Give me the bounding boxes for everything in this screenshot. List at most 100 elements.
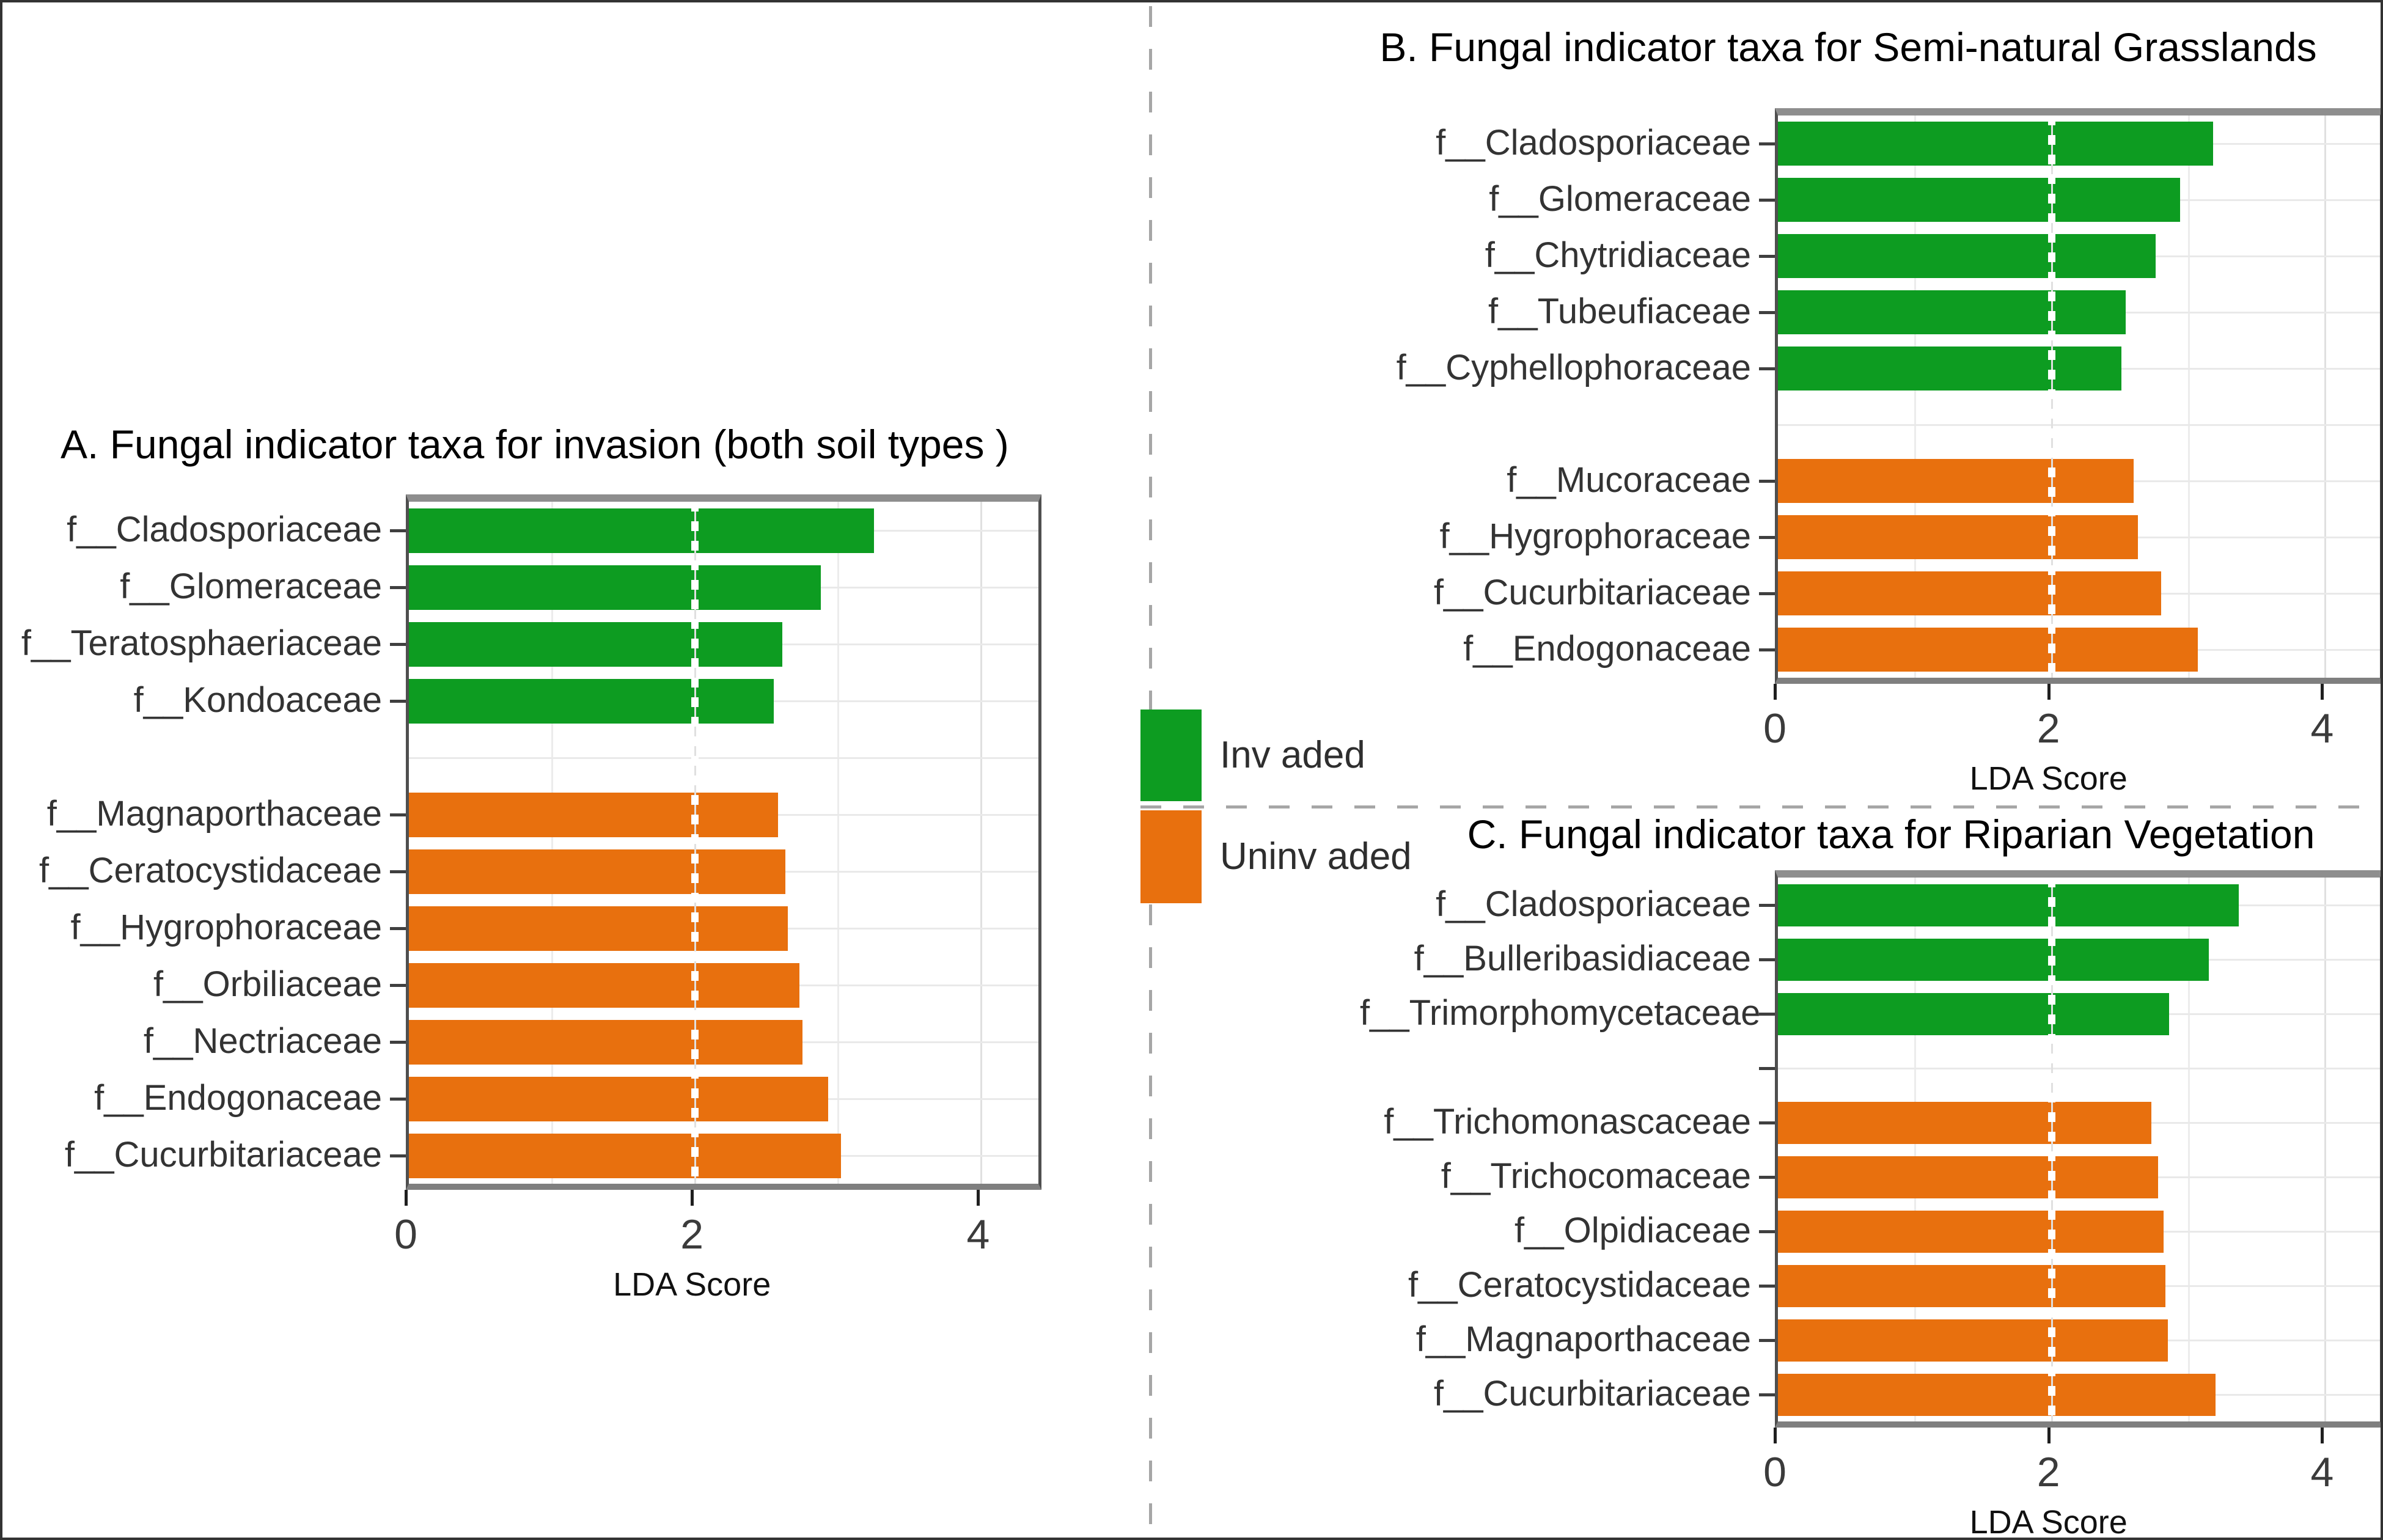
vertical-gridline-3	[837, 502, 840, 1184]
category-tick	[1759, 311, 1775, 314]
bar	[409, 565, 821, 610]
category-label: f__Cladosporiaceae	[1436, 123, 1751, 163]
category-label: f__Tubeufiaceae	[1488, 292, 1751, 331]
category-tick	[1759, 1013, 1775, 1016]
category-tick	[390, 870, 406, 873]
category-tick	[390, 700, 406, 703]
category-label: f__Kondoaceae	[133, 680, 382, 720]
category-tick	[1759, 958, 1775, 961]
bar	[1778, 628, 2198, 672]
bar	[1778, 1373, 2216, 1416]
panel-b-plot: f__Cladosporiaceae f__Glomeraceae f__Chytr…	[1397, 108, 2381, 797]
category-label: f__Ceratocystidaceae	[39, 851, 382, 890]
category-label: f__Trimorphomycetaceae	[1360, 993, 1761, 1033]
category-label: f__Cucurbitariaceae	[64, 1135, 382, 1175]
x-axis-tick	[405, 1190, 408, 1206]
category-label: f__Cucurbitariaceae	[1433, 1374, 1751, 1414]
category-tick	[1759, 536, 1775, 539]
panel-a-title: A. Fungal indicator taxa for invasion (b…	[61, 422, 1009, 467]
bar	[409, 1019, 802, 1065]
category-label: f__Magnaporthaceae	[1415, 1319, 1751, 1359]
bar	[409, 1076, 828, 1121]
category-tick	[1759, 199, 1775, 202]
x-axis-tick	[2047, 1428, 2051, 1443]
bar	[1778, 346, 2121, 391]
bar	[409, 906, 788, 951]
plot-inner-area: f__Cladosporiaceae f__Bulleribasidiaceae f…	[1360, 878, 2380, 1421]
category-tick	[1759, 1285, 1775, 1288]
x-axis-tick-label: 0	[1763, 705, 1786, 752]
category-label: f__Ceratocystidaceae	[1408, 1265, 1751, 1305]
category-label: f__Endogonaceae	[94, 1078, 382, 1118]
category-label: f__Orbiliaceae	[153, 964, 382, 1004]
category-label: f__Cladosporiaceae	[67, 510, 382, 549]
category-label: f__Chytridiaceae	[1485, 235, 1751, 275]
bar	[1778, 178, 2180, 222]
plot-inner-area: f__Cladosporiaceae f__Glomeraceae f__Chytr…	[1397, 116, 2380, 678]
bar	[1778, 571, 2161, 615]
reference-dashed-line	[2047, 116, 2055, 678]
bar	[409, 622, 782, 667]
panel-c-title: C. Fungal indicator taxa for Riparian Ve…	[1467, 812, 2315, 857]
bar	[1778, 1101, 2151, 1144]
panel-b-title: B. Fungal indicator taxa for Semi-natura…	[1379, 24, 2317, 70]
x-axis-tick-label: 4	[966, 1211, 990, 1258]
category-label: f__Cladosporiaceae	[1436, 884, 1751, 924]
category-tick	[390, 1041, 406, 1044]
category-tick	[390, 1154, 406, 1157]
bar	[409, 678, 774, 724]
x-axis-tick	[1774, 684, 1777, 700]
x-axis-tick-label: 4	[2310, 705, 2334, 752]
x-axis-tick	[2321, 684, 2324, 700]
category-label: f__Trichocomaceae	[1441, 1156, 1751, 1196]
bar	[1778, 1210, 2164, 1253]
category-tick	[1759, 592, 1775, 595]
category-tick	[1759, 255, 1775, 258]
category-label: f__Hygrophoraceae	[70, 908, 382, 947]
category-label: f__Hygrophoraceae	[1439, 516, 1751, 556]
bar	[1778, 122, 2213, 166]
category-tick	[390, 643, 406, 646]
category-tick	[1759, 648, 1775, 651]
bar	[1778, 1156, 2158, 1198]
x-axis-tick	[2047, 684, 2051, 700]
category-tick	[390, 586, 406, 589]
vertical-gridline-1	[1914, 878, 1916, 1421]
x-axis-tick-label: 0	[394, 1211, 417, 1258]
legend-label-uninvaded: Uninv aded	[1220, 835, 1412, 878]
vertical-gridline-1	[551, 502, 554, 1184]
x-axis-tick	[2321, 1428, 2324, 1443]
x-axis-title: LDA Score	[613, 1266, 771, 1303]
bar	[1778, 290, 2126, 334]
plot-inner-area: f__Cladosporiaceae f__Glomeraceae f__Terat…	[21, 502, 1038, 1184]
bar	[1778, 1319, 2168, 1362]
reference-dashed-line	[2047, 878, 2055, 1421]
category-tick	[1759, 904, 1775, 907]
bar	[409, 963, 799, 1008]
bar	[1778, 884, 2239, 926]
category-label: f__Magnaporthaceae	[46, 794, 382, 834]
x-axis-tick	[977, 1190, 980, 1206]
vertical-gridline-3	[2187, 878, 2190, 1421]
category-tick	[390, 927, 406, 930]
legend-swatch-uninvaded	[1140, 810, 1202, 903]
x-axis-title: LDA Score	[1969, 1504, 2128, 1540]
vertical-gridline-4	[2324, 116, 2327, 678]
category-tick	[1759, 1393, 1775, 1396]
x-axis-tick-label: 0	[1763, 1449, 1786, 1495]
x-axis-tick	[691, 1190, 694, 1206]
horizontal-dashed-separator	[1140, 805, 2378, 809]
bar	[1778, 992, 2169, 1035]
category-tick	[1759, 1339, 1775, 1342]
panel-c-plot: f__Cladosporiaceae f__Bulleribasidiaceae f…	[1360, 870, 2381, 1538]
bar	[409, 508, 874, 553]
vertical-gridline-4	[980, 502, 983, 1184]
bar	[1778, 938, 2209, 981]
category-label: f__Cyphellophoraceae	[1396, 348, 1751, 387]
bar	[1778, 515, 2138, 559]
plot-area: f__Cladosporiaceae f__Glomeraceae f__Terat…	[21, 494, 1041, 1190]
category-tick	[390, 1098, 406, 1101]
category-tick	[390, 529, 406, 532]
x-axis-tick-label: 4	[2310, 1449, 2334, 1495]
